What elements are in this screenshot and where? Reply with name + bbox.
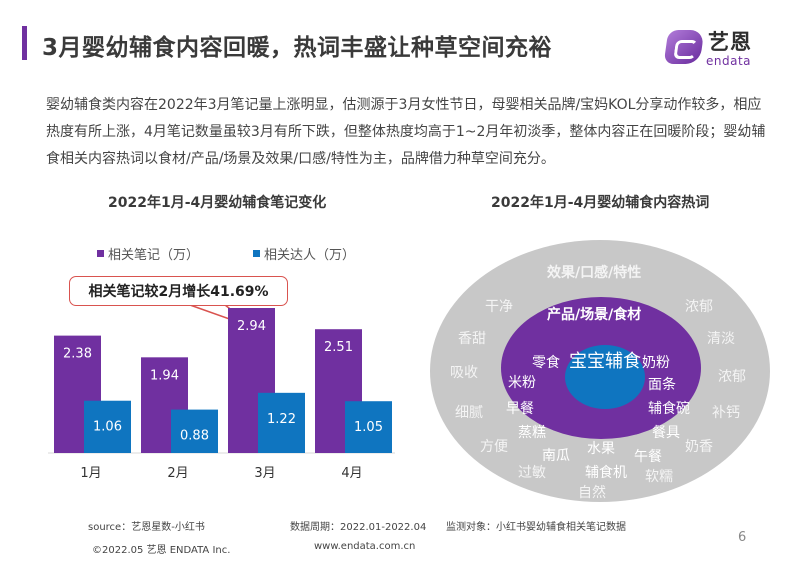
hotword-diagram: 宝宝辅食 效果/口感/特性 产品/场景/食材零食 奶粉米粉 面条早餐 辅食碗蒸糕 餐具南瓜… [430, 240, 770, 502]
bar-chart: 2.38 1.06 1月 1.94 0.88 2月 2.94 1.22 3月 2.51 1.05 4月 [48, 308, 395, 481]
x-tick-label-4: 4月 [341, 466, 362, 481]
legend-item-creators: 相关达人（万） [253, 244, 355, 263]
endata-logo-icon [663, 30, 705, 64]
bar-creators-4 [345, 401, 392, 453]
inner-hotword: 餐具 [652, 425, 680, 441]
data-label-creators-1: 1.06 [93, 420, 122, 435]
legend-label-notes: 相关笔记（万） [108, 248, 200, 263]
x-tick-label-3: 3月 [254, 466, 275, 481]
footer-copyright: ©2022.05 艺恩 ENDATA Inc. [92, 545, 231, 556]
outer-hotword: 方便 [480, 439, 508, 455]
outer-hotword: 软糯 [645, 469, 673, 485]
inner-hotword: 午餐 [634, 449, 662, 465]
data-label-notes-2: 1.94 [150, 368, 179, 383]
outer-hotword: 香甜 [458, 331, 486, 347]
x-tick-label-2: 2月 [167, 466, 188, 481]
center-label: 宝宝辅食 [565, 350, 645, 373]
outer-hotword: 补钙 [712, 405, 740, 421]
data-label-notes-3: 2.94 [237, 319, 266, 334]
inner-hotword: 辅食机 [585, 465, 627, 481]
outer-hotword: 浓郁 [718, 369, 746, 385]
bar-chart-title: 2022年1月-4月婴幼辅食笔记变化 [108, 195, 327, 211]
inner-hotword: 辅食碗 [648, 401, 690, 417]
title-accent-bar [22, 26, 27, 60]
description-paragraph: 婴幼辅食类内容在2022年3月笔记量上涨明显，估测源于3月女性节日，母婴相关品牌… [46, 97, 766, 167]
bar-creators-3 [258, 392, 305, 453]
growth-callout: 相关笔记较2月增长41.69% [69, 276, 288, 306]
data-label-notes-1: 2.38 [63, 347, 92, 362]
outer-hotword: 清淡 [707, 331, 735, 347]
legend-label-creators: 相关达人（万） [264, 248, 356, 263]
legend-item-notes: 相关笔记（万） [97, 244, 199, 263]
inner-hotword: 水果 [587, 441, 615, 457]
endata-logo: 艺恩 endata [660, 24, 770, 72]
data-label-creators-2: 0.88 [180, 429, 209, 444]
outer-hotword: 浓郁 [685, 299, 713, 315]
bar-creators-2 [171, 409, 218, 453]
inner-hotword: 米粉 [508, 375, 536, 391]
legend-swatch-notes [97, 250, 104, 257]
center-label-text: 宝宝辅食 [569, 351, 641, 372]
logo-text-cn: 艺恩 [708, 30, 752, 54]
footer-website: www.endata.com.cn [314, 541, 416, 552]
x-tick-label-1: 1月 [80, 466, 101, 481]
footer-source: source：艺恩星数-小红书 [88, 522, 205, 533]
data-label-creators-3: 1.22 [267, 412, 296, 427]
page-number: 6 [738, 530, 747, 545]
inner-hotword: 零食 [532, 355, 560, 371]
inner-hotword: 奶粉 [642, 355, 670, 371]
outer-hotword: 奶香 [685, 439, 713, 455]
footer-target: 监测对象：小红书婴幼辅食相关笔记数据 [446, 522, 626, 533]
legend-swatch-creators [253, 250, 260, 257]
hotword-chart-title: 2022年1月-4月婴幼辅食内容热词 [491, 195, 710, 211]
inner-hotword: 早餐 [506, 401, 534, 417]
center-circle [565, 345, 645, 409]
data-label-creators-4: 1.05 [354, 420, 383, 435]
outer-hotword: 自然 [578, 485, 606, 501]
inner-hotword: 蒸糕 [518, 425, 546, 441]
outer-hotword: 过敏 [518, 465, 546, 481]
data-label-notes-4: 2.51 [324, 340, 353, 355]
bar-creators-1 [84, 400, 131, 453]
outer-hotword: 细腻 [455, 405, 483, 421]
inner-hotword: 南瓜 [542, 448, 570, 464]
inner-hotword: 面条 [648, 377, 676, 393]
logo-text-en: endata [706, 54, 752, 68]
footer-period: 数据周期：2022.01-2022.04 [290, 522, 427, 533]
outer-hotword: 吸收 [450, 365, 478, 381]
middle-ring-label: 产品/场景/食材 [547, 307, 642, 323]
outer-ring-label: 效果/口感/特性 [547, 265, 642, 281]
outer-hotword: 干净 [485, 299, 513, 315]
page-title: 3月婴幼辅食内容回暖，热词丰盛让种草空间充裕 [42, 35, 553, 61]
